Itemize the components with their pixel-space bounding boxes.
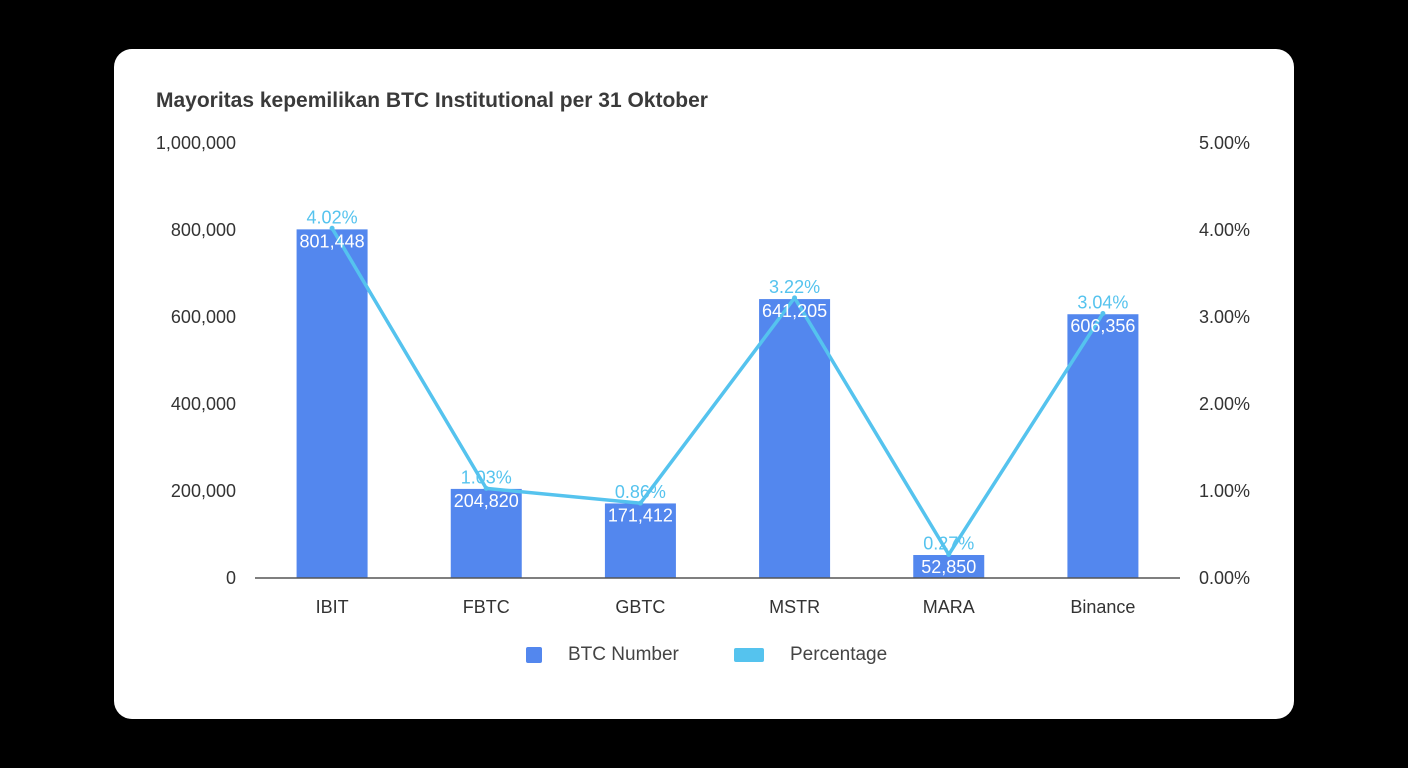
legend-item-btc-number[interactable]: BTC Number — [526, 643, 679, 667]
bar — [604, 503, 676, 578]
line-data-label: 4.02% — [307, 207, 358, 227]
percentage-line — [330, 227, 1105, 557]
bar-data-label: 52,850 — [921, 557, 976, 577]
legend-label-percentage: Percentage — [790, 644, 888, 665]
x-tick-label: GBTC — [615, 597, 665, 617]
bar-data-label: 801,448 — [300, 231, 365, 251]
bar — [759, 299, 831, 578]
legend-swatch-btc-number — [526, 647, 542, 663]
line-data-label: 0.86% — [615, 482, 666, 502]
x-tick-label: MARA — [923, 597, 975, 617]
bar-data-label: 171,412 — [608, 505, 673, 525]
bar-data-label: 641,205 — [762, 301, 827, 321]
y-right-tick-label: 2.00% — [1199, 394, 1250, 414]
percentage-point — [792, 295, 798, 301]
y-left-tick-label: 1,000,000 — [156, 133, 236, 153]
legend-item-percentage[interactable]: Percentage — [734, 643, 887, 667]
percentage-point — [329, 225, 335, 231]
y-left-tick-label: 600,000 — [171, 307, 236, 327]
y-left-tick-label: 800,000 — [171, 220, 236, 240]
chart-card: Mayoritas kepemilikan BTC Institutional … — [114, 49, 1294, 719]
x-tick-label: Binance — [1070, 597, 1135, 617]
line-data-label: 3.04% — [1077, 293, 1128, 313]
chart-title: Mayoritas kepemilikan BTC Institutional … — [156, 89, 708, 112]
x-tick-label: FBTC — [463, 597, 510, 617]
legend-swatch-percentage — [734, 648, 764, 662]
x-tick-label: IBIT — [316, 597, 349, 617]
y-right-tick-label: 3.00% — [1199, 307, 1250, 327]
y-right-tick-label: 5.00% — [1199, 133, 1250, 153]
bar-data-label: 204,820 — [454, 491, 519, 511]
y-left-tick-label: 200,000 — [171, 481, 236, 501]
line-data-label: 1.03% — [461, 467, 512, 487]
y-left-tick-label: 400,000 — [171, 394, 236, 414]
legend-label-btc-number: BTC Number — [568, 644, 679, 665]
y-right-tick-label: 0.00% — [1199, 568, 1250, 588]
bar-data-label: 606,356 — [1070, 316, 1135, 336]
bar — [296, 229, 368, 578]
y-right-tick-label: 1.00% — [1199, 481, 1250, 501]
percentage-point — [946, 552, 952, 558]
line-data-label: 3.22% — [769, 277, 820, 297]
bar — [913, 555, 985, 578]
bar — [450, 488, 522, 578]
percentage-point — [637, 500, 643, 506]
percentage-point — [483, 485, 489, 491]
legend: BTC Number Percentage — [114, 643, 1294, 667]
percentage-point — [1100, 311, 1106, 317]
line-data-label: 0.27% — [923, 534, 974, 554]
y-left-tick-label: 0 — [226, 568, 236, 588]
combo-chart: 0 200,000 400,000 600,000 800,000 1,000,000 0.… — [156, 133, 1250, 617]
y-right-tick-label: 4.00% — [1199, 220, 1250, 240]
x-tick-label: MSTR — [769, 597, 820, 617]
bar — [1067, 314, 1139, 578]
